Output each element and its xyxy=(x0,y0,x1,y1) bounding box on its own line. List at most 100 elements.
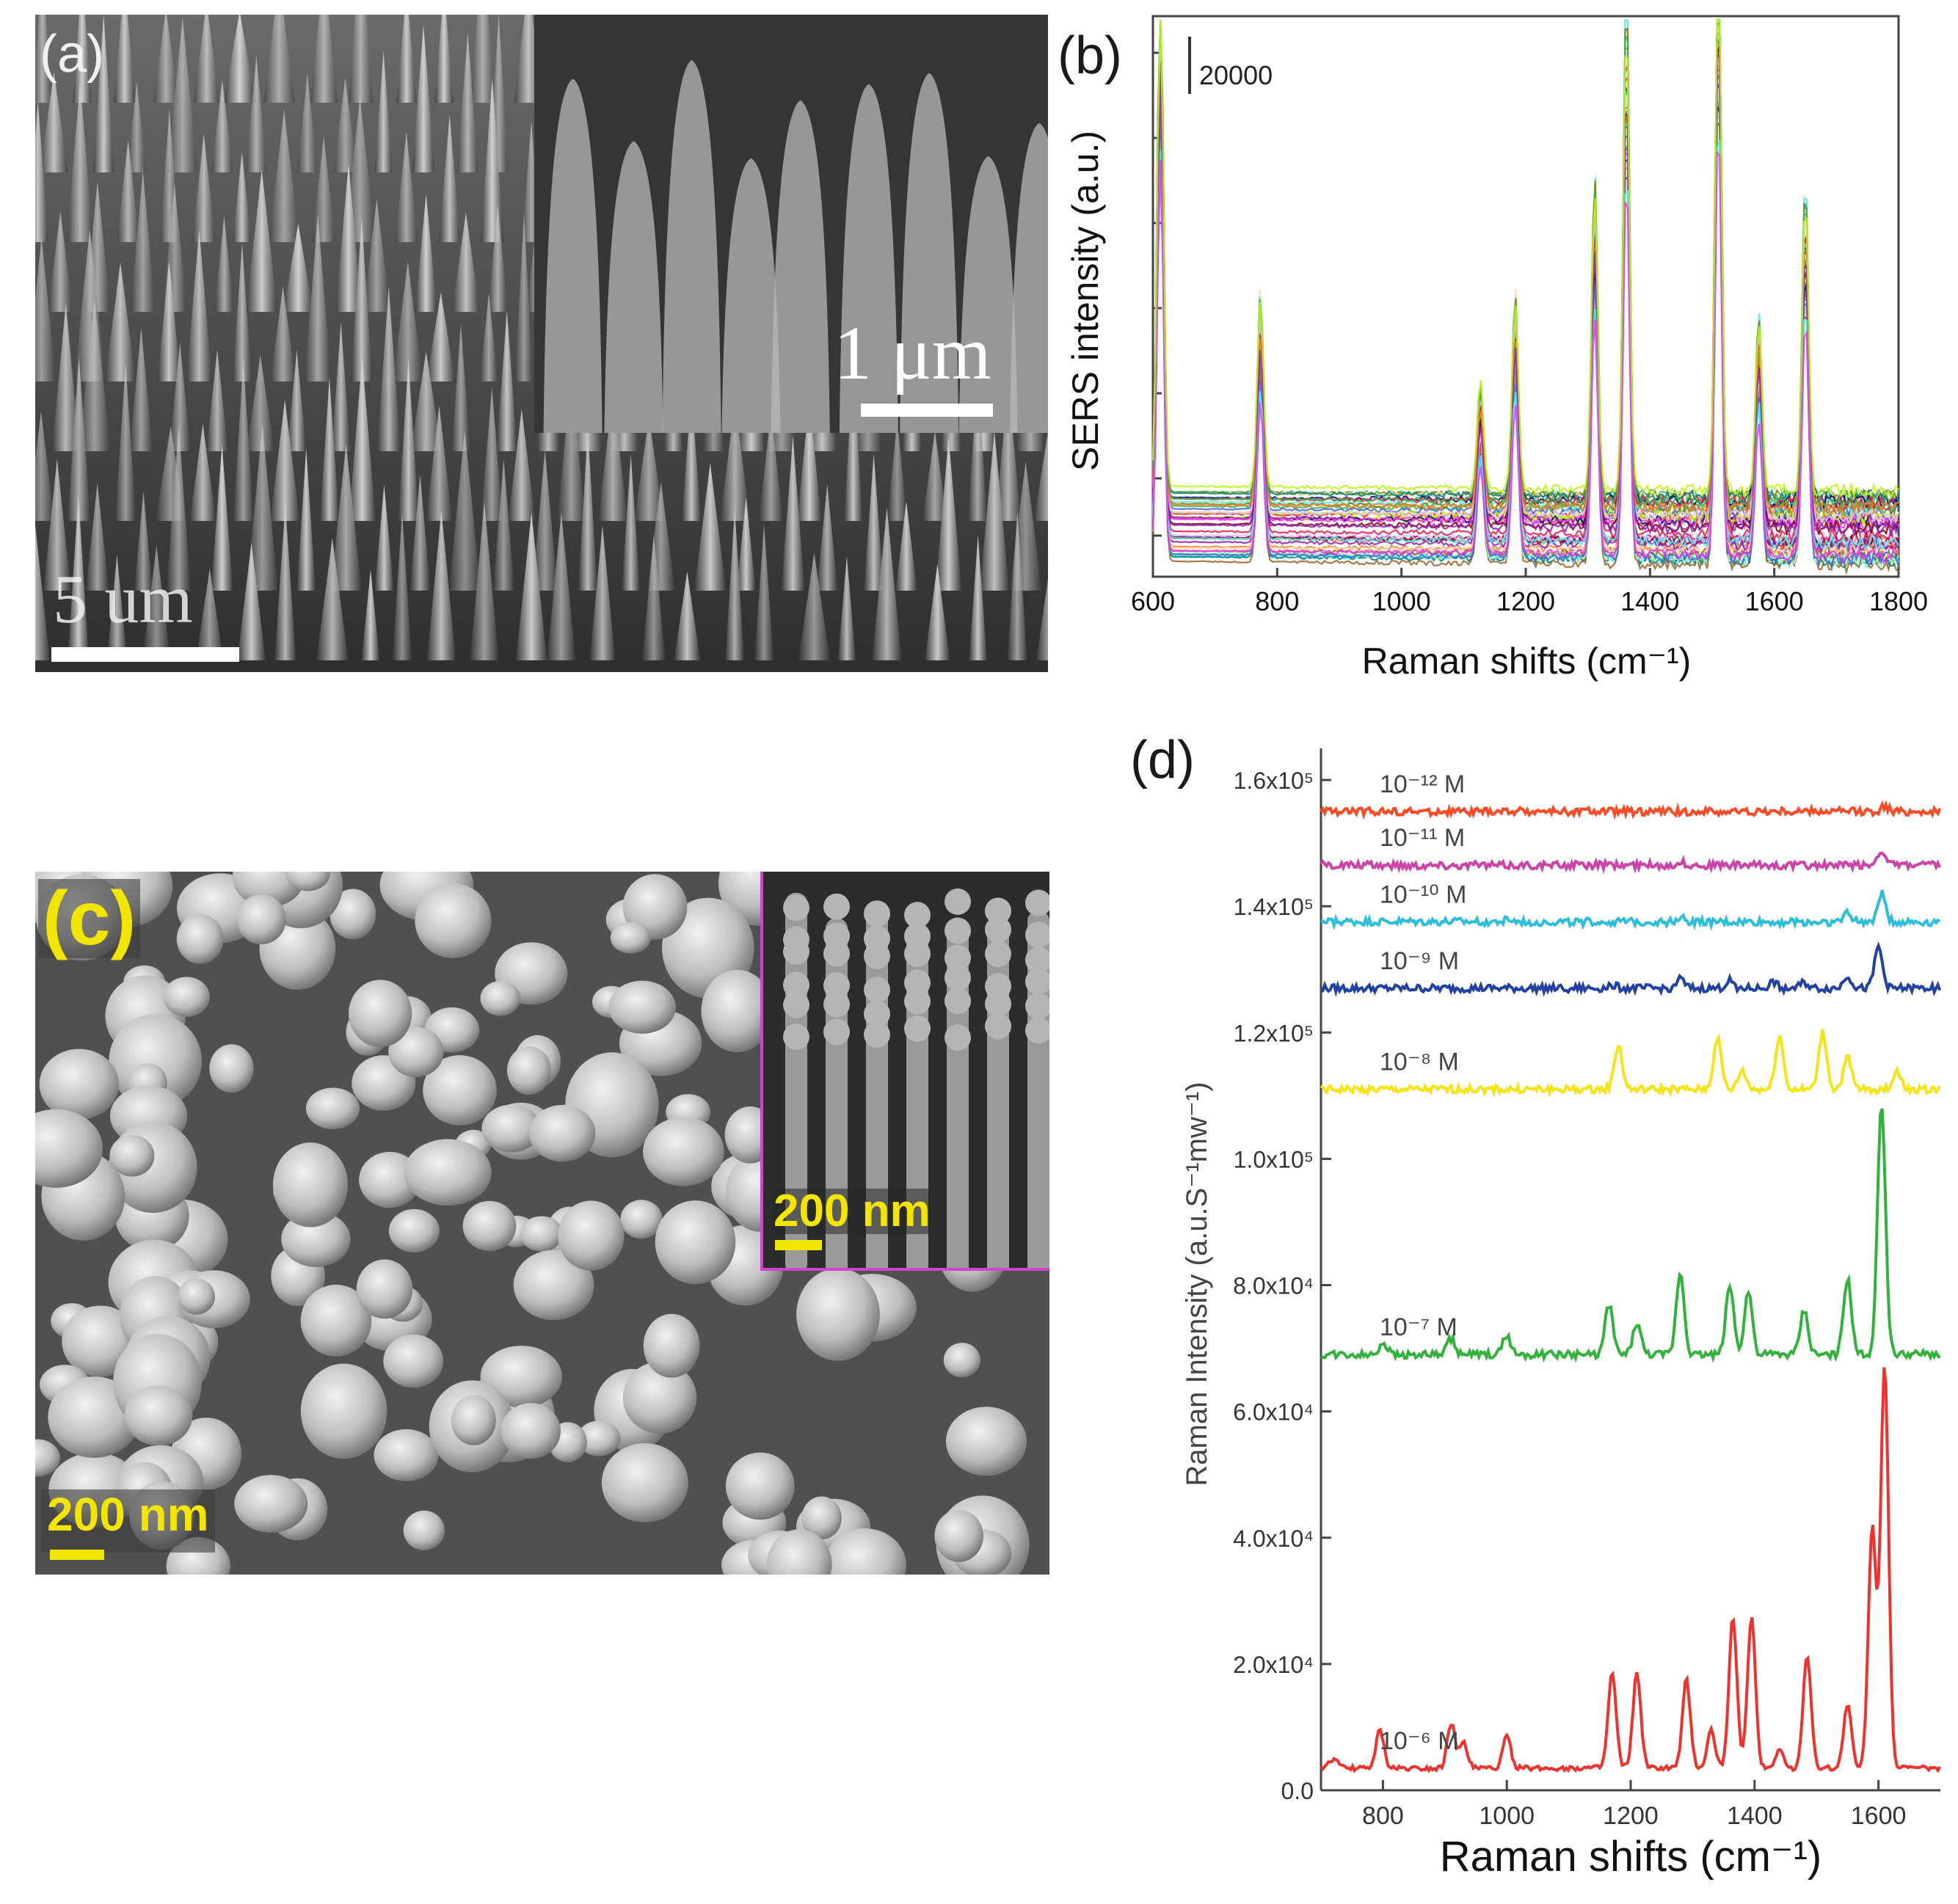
nanocone xyxy=(958,156,1018,433)
nanoparticle xyxy=(39,1048,119,1120)
nanoneedle xyxy=(351,216,373,382)
nanoneedle xyxy=(633,417,664,521)
y-tick-label-d: 1.6x10⁵ xyxy=(1234,767,1314,794)
nanoneedle xyxy=(589,525,616,660)
nanoneedle xyxy=(113,15,136,103)
nanoparticle xyxy=(272,1142,349,1228)
nanoparticle xyxy=(374,1429,439,1481)
nanoneedle xyxy=(117,139,140,242)
nanoparticle xyxy=(823,1528,906,1575)
nanoneedle xyxy=(674,571,701,660)
pillar-bead xyxy=(823,991,850,1018)
x-tick-label-d: 1000 xyxy=(1479,1802,1535,1830)
nanoneedle xyxy=(448,429,481,591)
nanoneedle xyxy=(392,511,412,660)
nanocone xyxy=(1010,123,1048,433)
nanoneedle xyxy=(887,418,907,521)
spectrum-line-d xyxy=(1320,889,1941,932)
pillar-bead xyxy=(985,916,1011,943)
nanoneedle xyxy=(1036,578,1048,660)
nanoneedle xyxy=(232,242,252,382)
nanoneedle xyxy=(844,357,863,521)
nanoneedle xyxy=(186,229,213,382)
nanoparticle xyxy=(934,1509,983,1562)
pillar-bead xyxy=(985,991,1011,1018)
nanoparticle xyxy=(423,1055,497,1126)
pillar-bead xyxy=(904,969,931,996)
inset-scale-label-a: 1 μm xyxy=(834,311,991,395)
nanoneedle xyxy=(40,72,68,172)
nanoparticle xyxy=(643,1117,724,1186)
nanoneedle xyxy=(48,211,73,312)
sem-image-a: 1 μm (a) 5 um xyxy=(35,15,1048,672)
nanoneedle xyxy=(246,169,278,312)
series-label-d: 10⁻⁸ M xyxy=(1380,1048,1459,1076)
main-scale-bar-c xyxy=(50,1550,104,1560)
nanocone xyxy=(900,73,959,433)
nanoneedle xyxy=(816,484,838,591)
x-tick-label-d: 1600 xyxy=(1851,1802,1907,1830)
pillar-bead xyxy=(985,897,1011,924)
pillar-bead xyxy=(864,942,890,969)
nanoneedle xyxy=(345,95,376,242)
nanoparticle xyxy=(383,1334,444,1388)
nanoneedle xyxy=(92,15,114,172)
nanoneedle xyxy=(995,382,1022,521)
spectrum-line-b xyxy=(1151,150,1899,563)
nanoneedle xyxy=(157,260,181,382)
nanoparticle xyxy=(300,1284,372,1357)
x-tick-label-b: 800 xyxy=(1255,586,1299,616)
series-label-d: 10⁻¹¹ M xyxy=(1380,824,1465,852)
nanoneedle xyxy=(439,114,460,242)
nanoparticle xyxy=(209,1044,254,1093)
pillar-bead xyxy=(1025,889,1049,916)
nanoneedle xyxy=(598,392,628,521)
y-tick-label-d: 0.0 xyxy=(1281,1778,1314,1804)
nanoneedle xyxy=(211,80,233,172)
nanoneedle xyxy=(682,390,702,521)
nanoneedle xyxy=(85,482,109,591)
nanoneedle xyxy=(319,376,339,521)
nanoneedle xyxy=(514,213,534,382)
nanoparticle xyxy=(234,1475,308,1533)
nanocone xyxy=(721,158,781,433)
nanoneedle xyxy=(130,170,156,312)
nanoparticle xyxy=(236,894,286,944)
nanoneedle xyxy=(480,77,504,242)
nanoneedle xyxy=(233,358,254,521)
spectrum-line-d xyxy=(1320,1367,1941,1773)
main-scale-label-c: 200 nm xyxy=(41,1489,215,1553)
pillar-bead xyxy=(864,1000,890,1027)
nanoneedle xyxy=(426,405,453,521)
nanoneedle xyxy=(333,77,357,172)
sem-inset-c: 200 nm xyxy=(760,872,1049,1271)
nanoparticle xyxy=(124,1385,193,1446)
spectrum-line-b xyxy=(1151,53,1900,537)
y-tick-label-d: 6.0x10⁴ xyxy=(1233,1399,1314,1426)
nanoneedle xyxy=(895,500,917,591)
nanoneedle xyxy=(287,350,307,451)
nanoparticle xyxy=(451,1395,496,1445)
spectrum-line-b xyxy=(1151,18,1899,500)
nanoneedle xyxy=(479,293,498,382)
nanoparticle xyxy=(480,1346,562,1408)
pillar-bead xyxy=(864,976,890,1003)
nanoparticle xyxy=(330,889,376,940)
spectrum-line-b xyxy=(1151,18,1900,526)
nanoparticle xyxy=(529,1104,596,1162)
pillar-bead xyxy=(904,902,931,929)
series-label-d: 10⁻¹⁰ M xyxy=(1380,881,1467,909)
pillar-bead xyxy=(783,1024,809,1051)
series-group-b xyxy=(1151,18,1900,576)
nanoparticle xyxy=(349,980,412,1048)
nanoneedle xyxy=(488,204,508,312)
nanoneedle xyxy=(922,431,947,521)
nanoneedle xyxy=(532,449,558,591)
nanoneedle xyxy=(73,15,92,103)
nanoneedle xyxy=(470,501,499,660)
nanoneedle xyxy=(270,399,300,521)
y-tick-label-d: 1.2x10⁵ xyxy=(1234,1020,1314,1046)
nanoparticle xyxy=(109,1134,155,1177)
nanoneedle xyxy=(247,423,278,591)
nanoneedle xyxy=(134,491,153,591)
